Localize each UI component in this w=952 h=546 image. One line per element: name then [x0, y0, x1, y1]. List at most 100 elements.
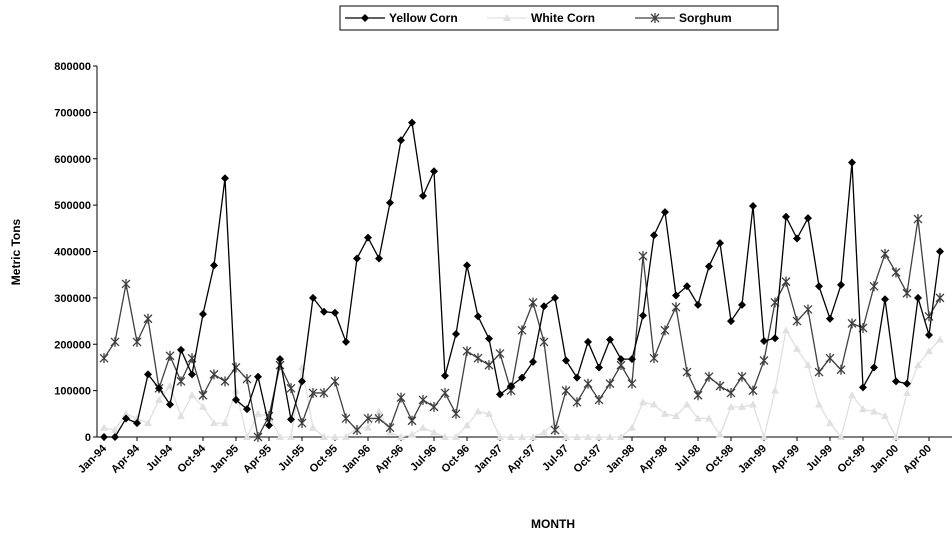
marker: [903, 388, 911, 396]
y-tick-label: 0: [85, 432, 91, 444]
marker: [341, 413, 351, 424]
marker: [793, 234, 801, 243]
marker: [694, 414, 702, 422]
x-tick-label: Oct-96: [439, 443, 472, 476]
marker: [649, 353, 659, 364]
marker: [738, 402, 746, 410]
marker: [243, 433, 251, 440]
marker: [683, 282, 691, 291]
marker: [869, 281, 879, 292]
marker: [210, 261, 218, 270]
marker: [760, 433, 768, 440]
marker: [540, 302, 548, 311]
x-tick-label: Jan-97: [472, 443, 505, 476]
marker: [287, 415, 295, 424]
marker: [936, 247, 944, 256]
y-tick-label: 700000: [54, 107, 91, 119]
marker: [361, 14, 369, 22]
marker: [440, 387, 450, 398]
marker: [364, 233, 372, 242]
x-tick-label: Oct-94: [175, 442, 208, 475]
y-tick-label: 100000: [54, 386, 91, 398]
marker: [441, 433, 449, 440]
marker: [320, 433, 328, 440]
marker: [177, 345, 185, 354]
marker: [738, 300, 746, 309]
marker: [144, 370, 152, 379]
legend-item: Sorghum: [635, 11, 732, 25]
marker: [815, 282, 823, 291]
marker: [881, 295, 889, 304]
marker: [375, 254, 383, 263]
marker: [638, 251, 648, 262]
marker: [793, 344, 801, 352]
marker: [627, 378, 637, 389]
marker: [518, 433, 526, 440]
marker: [572, 397, 582, 408]
marker: [166, 400, 174, 409]
marker: [199, 402, 207, 410]
y-tick-label: 200000: [54, 339, 91, 351]
marker: [804, 214, 812, 223]
marker: [704, 371, 714, 382]
marker: [375, 407, 383, 415]
marker: [925, 347, 933, 355]
marker: [386, 198, 394, 207]
marker: [503, 14, 511, 21]
marker: [595, 433, 603, 440]
marker: [353, 254, 361, 263]
marker: [804, 361, 812, 369]
marker: [925, 330, 933, 339]
marker: [111, 426, 119, 434]
marker: [562, 356, 570, 365]
marker: [650, 231, 658, 240]
marker: [364, 423, 372, 431]
marker: [342, 433, 350, 440]
marker: [605, 378, 615, 389]
marker: [265, 421, 273, 430]
marker: [847, 318, 857, 329]
marker: [122, 409, 130, 417]
marker: [463, 421, 471, 429]
marker: [815, 400, 823, 408]
marker: [892, 433, 900, 440]
marker: [397, 136, 405, 145]
marker: [177, 412, 185, 420]
legend-label: Yellow Corn: [389, 11, 458, 25]
marker: [253, 432, 263, 442]
marker: [936, 335, 944, 343]
marker: [617, 433, 625, 440]
marker: [331, 308, 339, 317]
marker: [661, 409, 669, 417]
marker: [848, 391, 856, 399]
marker: [693, 390, 703, 401]
marker: [682, 367, 692, 378]
marker: [363, 413, 373, 424]
marker: [155, 395, 163, 403]
marker: [737, 371, 747, 382]
marker: [705, 262, 713, 271]
marker: [836, 364, 846, 375]
marker: [419, 423, 427, 431]
marker: [286, 383, 296, 394]
marker: [639, 398, 647, 406]
x-tick-label: Apr-96: [373, 443, 406, 476]
marker: [726, 387, 736, 398]
marker: [121, 278, 131, 289]
marker: [342, 337, 350, 346]
marker: [771, 334, 779, 343]
marker: [749, 400, 757, 408]
x-tick-label: Jul-98: [672, 443, 703, 474]
marker: [837, 280, 845, 289]
marker: [133, 414, 141, 422]
marker: [210, 419, 218, 427]
marker: [419, 191, 427, 200]
marker: [914, 361, 922, 369]
marker: [132, 336, 142, 347]
marker: [584, 433, 592, 440]
marker: [683, 400, 691, 408]
marker: [496, 390, 504, 399]
marker: [826, 314, 834, 323]
marker: [551, 293, 559, 302]
x-tick-label: Oct-95: [307, 443, 340, 476]
